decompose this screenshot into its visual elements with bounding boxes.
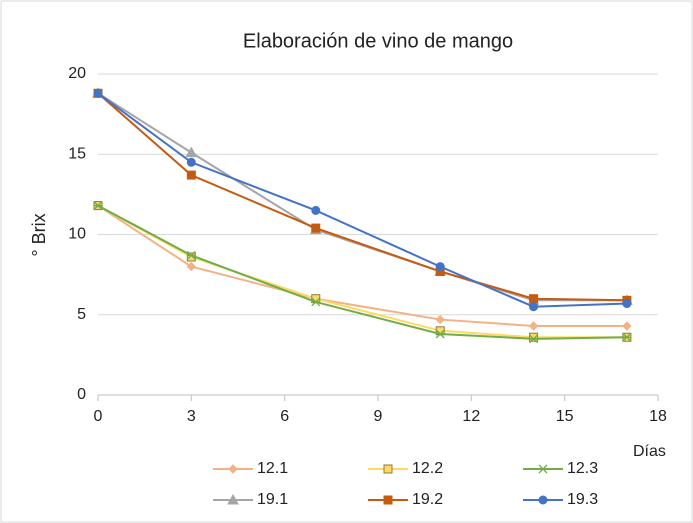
x-axis-label: Días bbox=[633, 443, 666, 460]
y-tick-label: 15 bbox=[68, 145, 86, 162]
series-line bbox=[97, 204, 627, 327]
marker bbox=[228, 464, 238, 474]
marker bbox=[311, 297, 321, 307]
x-tick-label: 6 bbox=[280, 408, 289, 425]
marker bbox=[186, 261, 197, 272]
x-tick-label: 12 bbox=[462, 408, 480, 425]
legend-label: 19.2 bbox=[412, 491, 443, 508]
chart-title: Elaboración de vino de mango bbox=[243, 30, 513, 52]
marker bbox=[383, 495, 393, 505]
marker bbox=[186, 157, 196, 167]
series-line bbox=[97, 204, 627, 340]
legend-label: 12.3 bbox=[567, 460, 598, 477]
marker bbox=[227, 493, 239, 505]
marker bbox=[529, 302, 539, 312]
marker bbox=[528, 321, 539, 331]
marker bbox=[186, 170, 196, 180]
x-tick-label: 3 bbox=[187, 408, 196, 425]
marker bbox=[311, 205, 321, 215]
y-tick-label: 20 bbox=[68, 65, 86, 82]
legend-label: 19.1 bbox=[257, 491, 288, 508]
y-tick-label: 5 bbox=[77, 306, 86, 323]
marker bbox=[435, 262, 445, 272]
marker bbox=[538, 464, 548, 474]
x-tick-label: 9 bbox=[374, 408, 383, 425]
marker bbox=[529, 332, 539, 342]
marker bbox=[529, 294, 539, 304]
marker bbox=[529, 334, 539, 344]
x-tick-label: 18 bbox=[649, 408, 667, 425]
marker bbox=[435, 329, 445, 339]
legend-label: 19.3 bbox=[567, 491, 598, 508]
marker bbox=[622, 321, 632, 331]
x-tick-label: 0 bbox=[94, 408, 103, 425]
series-line bbox=[97, 92, 627, 302]
marker bbox=[622, 332, 632, 342]
legend-label: 12.2 bbox=[412, 460, 443, 477]
y-axis-label: ° Brix bbox=[29, 213, 49, 256]
marker bbox=[93, 88, 103, 98]
marker bbox=[311, 223, 321, 233]
x-tick-label: 15 bbox=[556, 408, 574, 425]
y-tick-label: 0 bbox=[77, 386, 86, 403]
marker bbox=[93, 201, 103, 211]
marker bbox=[538, 495, 548, 505]
marker bbox=[383, 464, 393, 474]
marker bbox=[186, 250, 196, 260]
legend-label: 12.1 bbox=[257, 460, 288, 477]
series-line bbox=[97, 204, 627, 339]
series-line bbox=[97, 92, 627, 308]
marker bbox=[185, 146, 198, 158]
y-tick-label: 10 bbox=[68, 226, 86, 243]
marker bbox=[622, 299, 632, 309]
marker bbox=[435, 314, 445, 325]
